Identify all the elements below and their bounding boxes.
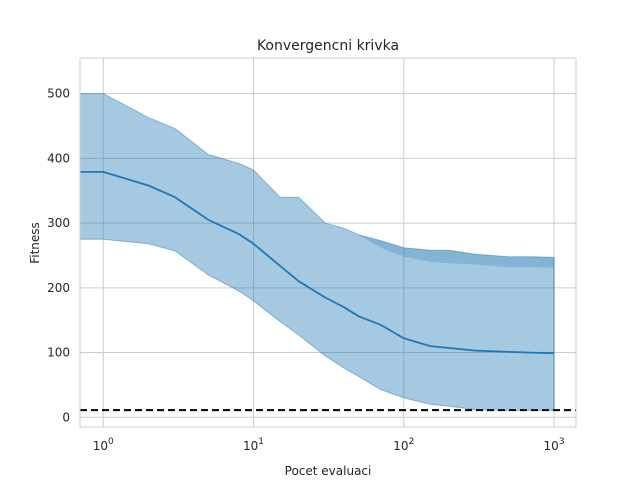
y-tick-label: 400	[47, 151, 70, 165]
y-axis-label: Fitness	[28, 222, 42, 264]
x-axis-label: Pocet evaluaci	[285, 464, 372, 478]
x-tick-label: 102	[393, 437, 414, 453]
chart-title: Konvergencni krivka	[257, 38, 399, 54]
plot-frame	[79, 57, 577, 428]
x-tick-label: 103	[544, 437, 565, 453]
series-lines	[80, 170, 555, 355]
plot-area	[80, 58, 576, 427]
y-tick-label: 100	[47, 346, 70, 360]
mean-line	[80, 170, 555, 355]
y-tick-label: 300	[47, 216, 70, 230]
x-tick-label: 101	[243, 437, 264, 453]
y-tick-label: 200	[47, 281, 70, 295]
y-tick-label: 0	[62, 410, 70, 424]
x-tick-labels: 100 101 102 103	[93, 437, 565, 453]
x-tick-label: 100	[93, 437, 114, 453]
y-tick-label: 500	[47, 87, 70, 101]
y-tick-labels: 0 100 200 300 400 500	[47, 87, 70, 425]
